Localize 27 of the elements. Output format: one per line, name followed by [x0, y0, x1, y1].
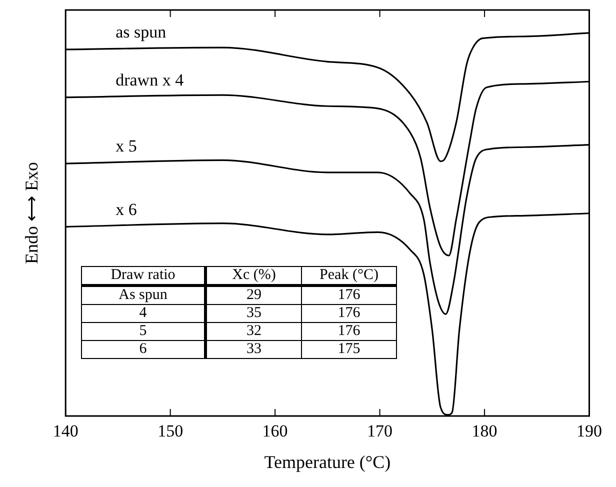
annotation: Peak (°C) — [302, 266, 396, 286]
series-label: x 6 — [116, 200, 137, 219]
annotation: 29 — [206, 286, 302, 304]
annotation: 32 — [206, 322, 302, 340]
y-axis-title: Endo ⟷ Exo — [22, 162, 42, 264]
x-axis-title: Temperature (°C) — [264, 452, 391, 472]
annotation: 176 — [302, 286, 396, 304]
x-tick-label: 150 — [158, 422, 184, 441]
annotation: 5 — [82, 322, 206, 340]
x-tick-label: 170 — [367, 422, 393, 441]
series-label: x 5 — [116, 136, 137, 156]
legend-label: as spun — [116, 22, 167, 42]
annotation: 175 — [302, 340, 396, 358]
x-tick-label: 160 — [262, 422, 288, 441]
annotation: 4 — [82, 304, 206, 322]
annotation: 6 — [82, 340, 206, 358]
annotation: As spun — [82, 286, 206, 304]
annotation: 35 — [206, 304, 302, 322]
annotation: Xc (%) — [206, 266, 302, 286]
x-tick-label: 140 — [52, 422, 78, 441]
annotation: 176 — [302, 322, 396, 340]
annotation: 176 — [302, 304, 396, 322]
x-tick-label: 190 — [576, 422, 602, 441]
x-tick-label: 180 — [472, 422, 498, 441]
annotation: Draw ratio — [82, 266, 206, 286]
annotation: 33 — [206, 340, 302, 358]
series-label: drawn x 4 — [116, 70, 184, 90]
